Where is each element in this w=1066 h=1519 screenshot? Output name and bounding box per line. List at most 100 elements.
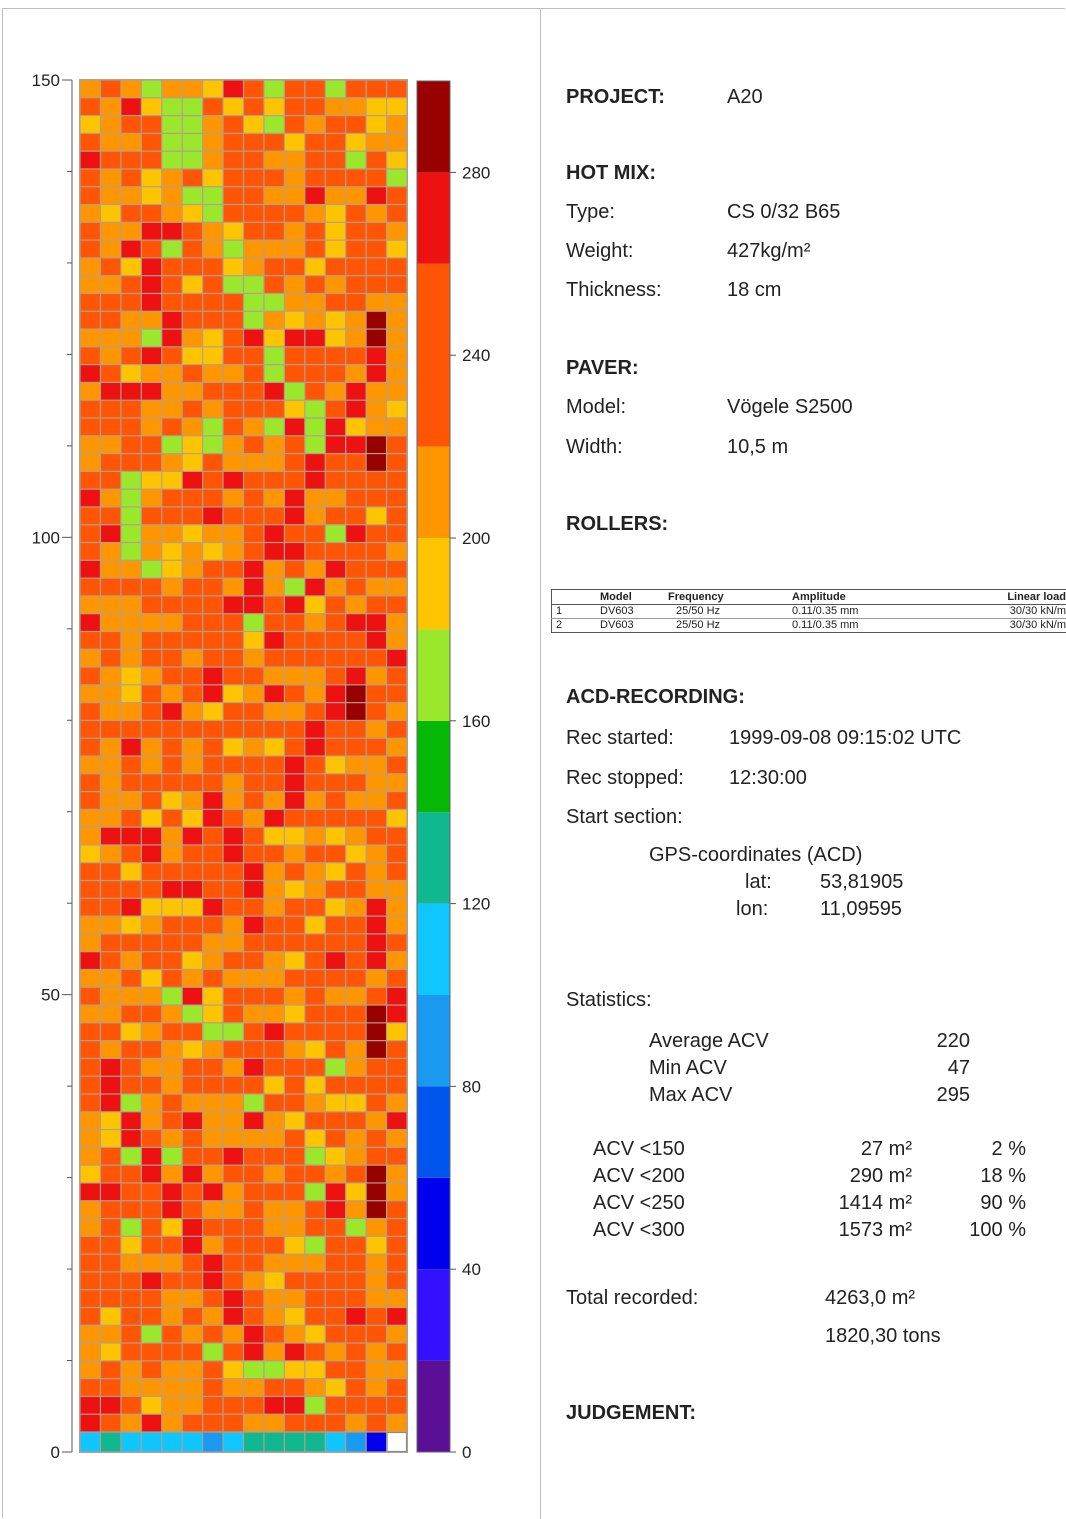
- heatmap-cell: [203, 1254, 223, 1272]
- heatmap-cell: [121, 258, 141, 276]
- heatmap-cell: [305, 383, 325, 400]
- heatmap-cell: [284, 294, 305, 311]
- heatmap-cell: [264, 1112, 284, 1129]
- heatmap-cell: [244, 1201, 264, 1218]
- heatmap-cell: [305, 1094, 325, 1112]
- heatmap-cell: [305, 240, 325, 258]
- heatmap-cell: [101, 756, 121, 774]
- heatmap-cell: [284, 632, 305, 649]
- heatmap-cell: [346, 827, 366, 845]
- heatmap-cell: [325, 721, 346, 738]
- heatmap-cell: [203, 970, 223, 987]
- heatmap-cell: [346, 258, 366, 276]
- heatmap-cell: [162, 507, 182, 525]
- heatmap-cell: [325, 970, 346, 987]
- heatmap-cell: [141, 774, 162, 791]
- heatmap-cell: [244, 151, 264, 169]
- heatmap-cell: [223, 809, 243, 827]
- heatmap-cell: [80, 1041, 100, 1058]
- heatmap-cell: [244, 898, 264, 916]
- heatmap-cell: [284, 774, 305, 791]
- heatmap-cell: [80, 649, 100, 667]
- heatmap-cell: [325, 187, 346, 204]
- heatmap-cell: [101, 987, 121, 1005]
- heatmap-cell: [264, 1272, 284, 1290]
- heatmap-cell: [141, 489, 162, 507]
- heatmap-cell: [162, 543, 182, 560]
- heatmap-cell: [325, 1183, 346, 1201]
- heatmap-cell: [223, 560, 243, 578]
- heatmap-cell: [387, 632, 407, 649]
- heatmap-cell: [305, 987, 325, 1005]
- heatmap-cell: [101, 1130, 121, 1147]
- heatmap-cell: [121, 383, 141, 400]
- heatmap-cell: [244, 1112, 264, 1129]
- heatmap-cell: [366, 1165, 386, 1183]
- heatmap-cell: [223, 1059, 243, 1076]
- heatmap-cell: [141, 649, 162, 667]
- heatmap-cell: [101, 365, 121, 382]
- heatmap-cell: [223, 507, 243, 525]
- heatmap-cell: [387, 987, 407, 1005]
- heatmap-cell: [223, 454, 243, 471]
- heatmap-cell: [101, 258, 121, 276]
- heatmap-cell: [162, 418, 182, 436]
- heatmap-cell: [387, 1130, 407, 1147]
- heatmap-cell: [203, 756, 223, 774]
- heatmap-cell: [244, 1165, 264, 1183]
- heatmap-cell: [162, 151, 182, 169]
- heatmap-cell: [264, 276, 284, 293]
- heatmap-cell: [121, 792, 141, 809]
- heatmap-cell: [141, 471, 162, 489]
- heatmap-cell: [387, 827, 407, 845]
- heatmap-cell: [141, 1254, 162, 1272]
- heatmap-cell: [264, 916, 284, 934]
- heatmap-cell: [101, 809, 121, 827]
- heatmap-cell: [346, 294, 366, 311]
- heatmap-cell: [325, 738, 346, 756]
- heatmap-cell: [182, 98, 203, 115]
- heatmap-cell: [305, 863, 325, 880]
- colorbar-band: [417, 720, 450, 813]
- heatmap-cell: [244, 756, 264, 774]
- heatmap-cell: [387, 934, 407, 952]
- heatmap-cell: [182, 205, 203, 222]
- heatmap-cell: [366, 240, 386, 258]
- heatmap-cell: [121, 738, 141, 756]
- heatmap-cell: [80, 471, 100, 489]
- heatmap-cell: [162, 383, 182, 400]
- heatmap-cell: [366, 436, 386, 453]
- heatmap-cell: [101, 1343, 121, 1361]
- heatmap-cell: [264, 1414, 284, 1432]
- heatmap-cell: [182, 1432, 203, 1452]
- heatmap-cell: [366, 667, 386, 685]
- heatmap-cell: [223, 80, 243, 98]
- heatmap-cell: [366, 543, 386, 560]
- rollers-cell: 1: [551, 604, 596, 619]
- heatmap-cell: [121, 1254, 141, 1272]
- heatmap-cell: [223, 632, 243, 649]
- heatmap-cell: [264, 632, 284, 649]
- paver-model-value: Vögele S2500: [727, 396, 853, 418]
- heatmap-cell: [244, 1094, 264, 1112]
- heatmap-cell: [101, 934, 121, 952]
- heatmap-cell: [121, 116, 141, 133]
- heatmap-cell: [284, 1361, 305, 1379]
- heatmap-cell: [305, 1005, 325, 1023]
- heatmap-cell: [182, 1147, 203, 1165]
- heatmap-cell: [203, 311, 223, 329]
- heatmap-cell: [121, 1094, 141, 1112]
- heatmap-cell: [203, 222, 223, 240]
- heatmap-cell: [141, 169, 162, 187]
- heatmap-cell: [182, 560, 203, 578]
- heatmap-cell: [325, 863, 346, 880]
- heatmap-cell: [101, 1236, 121, 1254]
- heatmap-cell: [101, 1414, 121, 1432]
- heatmap-cell: [284, 1308, 305, 1325]
- heatmap-cell: [80, 1379, 100, 1396]
- bin-pct: 2 %: [991, 1138, 1026, 1160]
- heatmap-cell: [182, 827, 203, 845]
- heatmap-cell: [121, 1325, 141, 1343]
- heatmap-cell: [223, 205, 243, 222]
- heatmap-cell: [80, 952, 100, 969]
